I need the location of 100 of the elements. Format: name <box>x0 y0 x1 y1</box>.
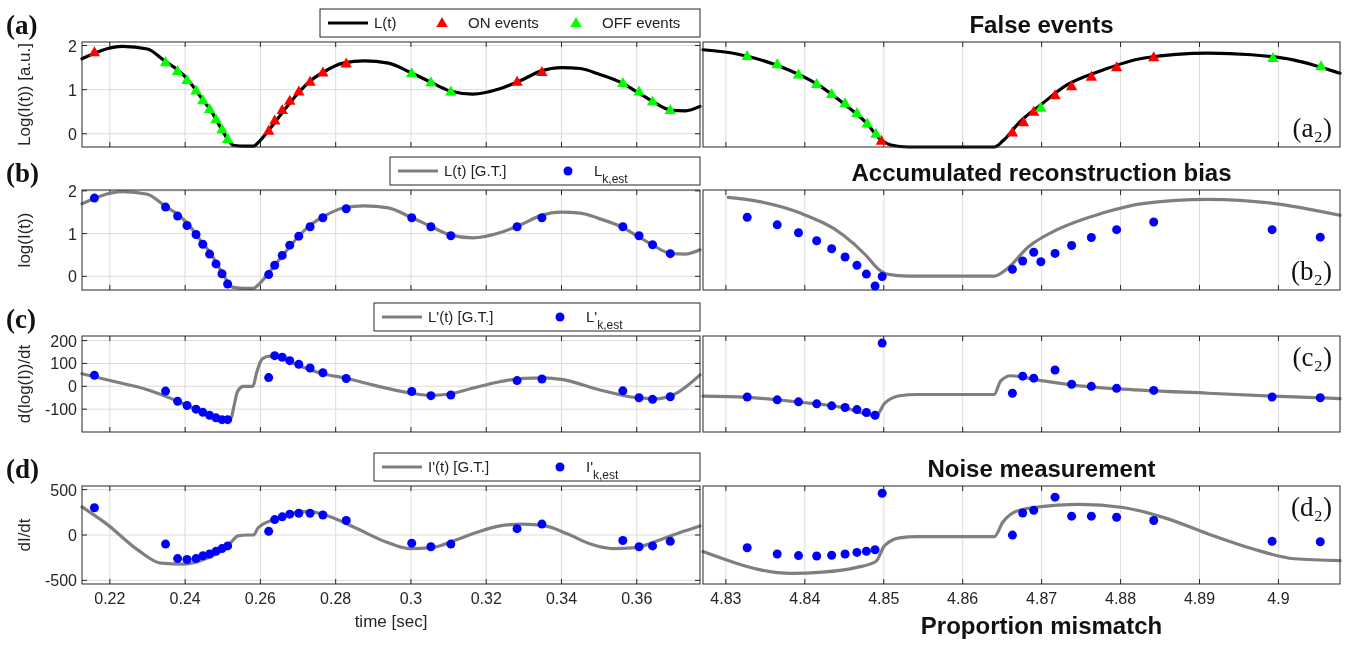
y-axis-title: Log(I(t)) [a.u.] <box>15 43 34 146</box>
point <box>341 515 351 525</box>
y-tick-label: 0 <box>68 527 78 544</box>
point <box>269 114 281 125</box>
point <box>794 397 804 407</box>
x-tick-label: 0.24 <box>169 590 201 607</box>
x-tick-label: 4.88 <box>1104 590 1137 607</box>
point <box>1149 217 1159 227</box>
point <box>173 554 183 564</box>
point <box>161 386 171 396</box>
point <box>742 543 752 553</box>
point <box>1036 257 1046 267</box>
point <box>839 97 851 108</box>
text: Accumulated reconstruction bias <box>851 159 1232 186</box>
point <box>840 252 850 262</box>
point <box>537 213 547 223</box>
point <box>1006 126 1019 137</box>
point <box>159 56 172 67</box>
legend-label: I'$_{k,est}$ <box>586 458 620 482</box>
point <box>294 231 304 241</box>
point <box>445 85 457 96</box>
y-tick-label: 500 <box>50 481 78 499</box>
point <box>792 68 805 79</box>
point <box>223 541 233 551</box>
point <box>1050 492 1060 502</box>
y-tick-label: 100 <box>50 355 78 373</box>
point <box>264 270 274 280</box>
x-tick-label: 0.26 <box>244 590 277 607</box>
point <box>512 376 522 386</box>
chart-title: (c₂) <box>1292 342 1332 372</box>
y-tick-label: 0 <box>68 378 78 396</box>
point <box>221 133 234 144</box>
text: Noise measurement <box>927 455 1156 482</box>
point <box>341 204 351 214</box>
point <box>173 396 183 406</box>
point <box>216 123 228 134</box>
point <box>1149 515 1159 525</box>
point <box>827 401 837 411</box>
point <box>852 547 862 557</box>
point <box>827 244 837 254</box>
point <box>1112 512 1122 522</box>
text: (b₂) <box>1291 256 1332 286</box>
point <box>852 260 862 270</box>
point <box>270 260 280 270</box>
point <box>264 526 274 536</box>
point <box>1007 388 1017 398</box>
point <box>1315 60 1327 71</box>
point <box>1029 505 1039 515</box>
point <box>270 351 280 361</box>
point <box>1067 511 1077 521</box>
point <box>840 549 850 559</box>
point <box>1007 264 1017 274</box>
point <box>264 373 274 383</box>
y-tick-label: 200 <box>50 332 78 350</box>
point <box>340 57 352 68</box>
point <box>318 510 328 520</box>
point <box>294 359 304 369</box>
point <box>794 551 804 561</box>
point <box>446 390 456 400</box>
point <box>1029 373 1039 383</box>
point <box>425 76 437 87</box>
point <box>634 393 644 403</box>
point <box>618 535 628 545</box>
point <box>285 240 295 250</box>
x-axis-title: time [sec] <box>354 612 428 631</box>
point <box>217 269 227 279</box>
y-tick-label: 1 <box>68 225 78 243</box>
point <box>877 271 887 281</box>
point <box>210 113 222 124</box>
point <box>1086 511 1096 521</box>
point <box>537 374 547 384</box>
point <box>618 386 628 396</box>
text: Proportion mismatch <box>920 612 1163 639</box>
point <box>1067 240 1077 250</box>
point <box>1029 247 1039 257</box>
point <box>1028 105 1040 116</box>
point <box>426 222 436 232</box>
x-tick-label: 0.32 <box>470 590 502 607</box>
legend-label: ON events <box>468 14 539 31</box>
point <box>277 250 287 260</box>
x-tick-label: 0.36 <box>621 590 653 607</box>
point <box>794 228 804 238</box>
point <box>852 405 862 415</box>
line-series <box>80 505 702 566</box>
point <box>305 508 315 518</box>
point <box>633 85 645 96</box>
point <box>173 211 183 221</box>
point <box>190 84 202 95</box>
point <box>89 193 99 203</box>
text: (a₂) <box>1292 113 1332 143</box>
point <box>262 124 275 135</box>
point <box>1315 232 1325 242</box>
point <box>276 103 288 114</box>
x-tick-label: 4.84 <box>789 590 821 607</box>
point <box>294 508 304 518</box>
point <box>812 236 822 246</box>
point <box>1086 233 1096 242</box>
point <box>840 403 850 413</box>
chart-title: (b) <box>6 158 39 188</box>
legend-label: L$_{k,est}$ <box>594 162 629 186</box>
